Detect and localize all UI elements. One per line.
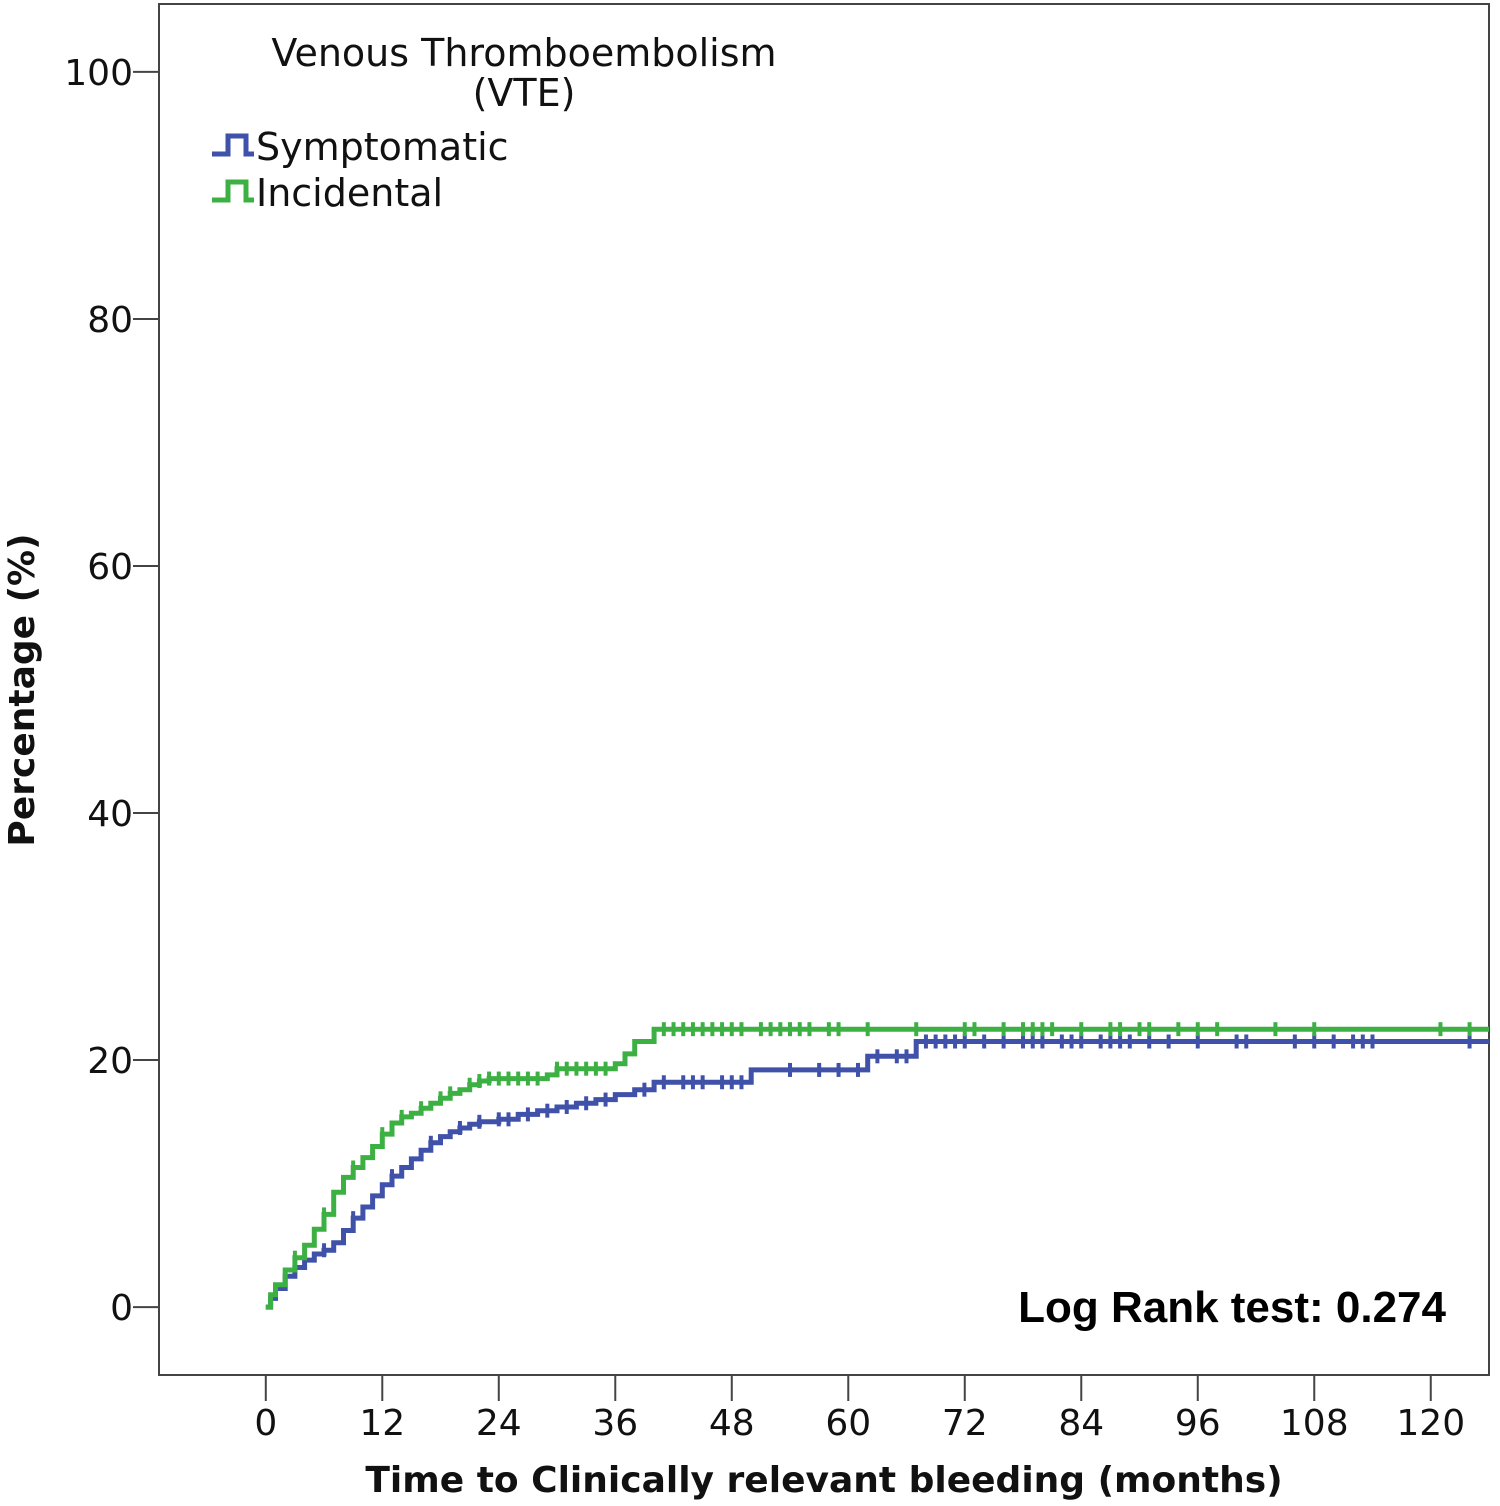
- y-tick-label: 20: [87, 1041, 133, 1082]
- y-tick-label: 40: [87, 794, 133, 835]
- y-axis-ticks: 0 20 40 60 80 100: [64, 53, 159, 1329]
- legend-swatch-symptomatic: [212, 133, 254, 157]
- legend-label-symptomatic: Symptomatic: [256, 125, 509, 169]
- legend-swatch-incidental: [212, 179, 254, 203]
- y-tick-label: 0: [110, 1288, 133, 1329]
- x-tick-label: 0: [254, 1403, 277, 1444]
- legend-label-incidental: Incidental: [256, 171, 443, 215]
- x-tick-label: 72: [942, 1403, 988, 1444]
- x-tick-label: 36: [592, 1403, 638, 1444]
- x-tick-label: 12: [359, 1403, 405, 1444]
- series-incidental: [265, 1022, 1489, 1310]
- x-tick-label: 84: [1058, 1403, 1104, 1444]
- y-axis-title: Percentage (%): [2, 533, 43, 846]
- x-tick-label: 48: [709, 1403, 755, 1444]
- x-tick-label: 24: [476, 1403, 522, 1444]
- y-tick-label: 80: [87, 300, 133, 341]
- x-tick-label: 120: [1396, 1403, 1465, 1444]
- y-tick-label: 100: [64, 53, 133, 94]
- legend: Venous Thromboembolism (VTE) Symptomatic…: [212, 31, 777, 215]
- x-tick-label: 60: [825, 1403, 871, 1444]
- x-tick-label: 96: [1175, 1403, 1221, 1444]
- legend-title: Venous Thromboembolism: [271, 31, 776, 75]
- y-tick-label: 60: [87, 547, 133, 588]
- x-tick-label: 108: [1280, 1403, 1349, 1444]
- series-layer: [265, 1022, 1489, 1310]
- legend-subtitle: (VTE): [473, 71, 576, 115]
- log-rank-annotation: Log Rank test: 0.274: [1018, 1283, 1446, 1332]
- x-axis-title: Time to Clinically relevant bleeding (mo…: [365, 1460, 1282, 1501]
- x-axis-ticks: 0 12 24 36 48 60 72 84 96 108 120: [254, 1375, 1465, 1444]
